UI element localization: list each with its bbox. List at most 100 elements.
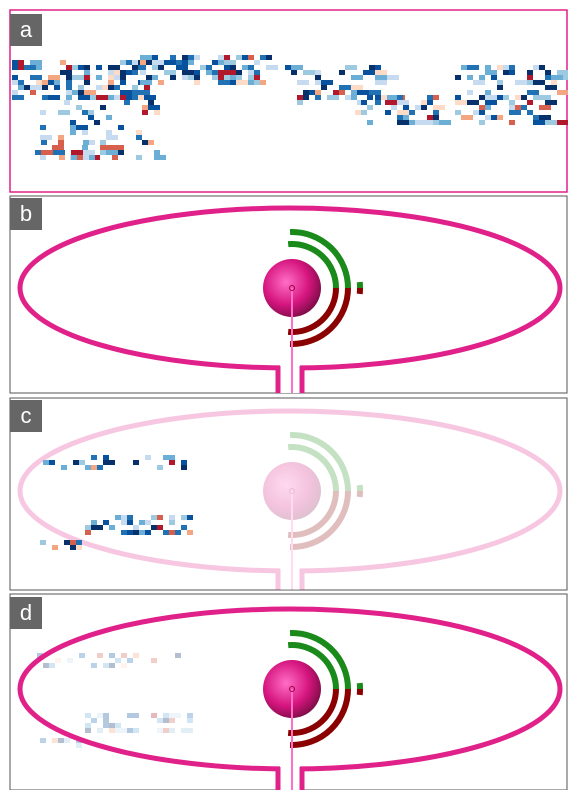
pixel: [248, 75, 254, 80]
pixel: [433, 105, 445, 110]
pixel: [485, 65, 491, 70]
pixel: [545, 100, 557, 105]
pixel: [339, 90, 345, 95]
pixel: [132, 95, 138, 100]
pixel: [66, 85, 72, 90]
pixel: [103, 723, 109, 728]
pixel: [182, 75, 188, 80]
pixel: [108, 85, 114, 90]
pixel: [387, 75, 399, 80]
pixel: [96, 85, 102, 90]
pixel: [321, 80, 327, 85]
pixel: [260, 80, 266, 85]
pixel: [503, 65, 509, 70]
pixel: [200, 65, 206, 70]
pixel: [175, 530, 181, 535]
pixel: [139, 520, 145, 525]
pixel: [97, 653, 103, 658]
pixel: [455, 75, 461, 80]
pixel: [491, 75, 497, 80]
pixel: [96, 95, 108, 100]
pixel: [106, 115, 112, 120]
pixel: [297, 95, 303, 100]
pixel: [100, 105, 106, 110]
pixel: [433, 95, 439, 100]
pixel: [91, 718, 97, 723]
pixel: [91, 455, 97, 460]
pixel: [85, 530, 91, 535]
pixel: [345, 65, 357, 70]
pixel: [40, 125, 46, 130]
pixel: [109, 525, 115, 530]
pixel: [83, 155, 89, 160]
pixel: [163, 728, 169, 733]
pixel: [303, 95, 309, 100]
pixel: [108, 70, 114, 75]
pixel: [54, 80, 60, 85]
pixel: [315, 70, 321, 75]
pixel: [132, 65, 138, 70]
pixel: [169, 520, 175, 525]
pixel: [12, 95, 24, 100]
pixel: [127, 520, 133, 525]
pixel: [455, 95, 461, 100]
pixel: [42, 80, 48, 85]
pixel: [73, 460, 79, 465]
pixel: [461, 65, 467, 70]
pixel: [52, 738, 58, 743]
pixel: [142, 110, 148, 115]
pixel: [236, 75, 242, 80]
pixel: [403, 105, 409, 110]
pixel: [133, 713, 139, 718]
pixel: [82, 145, 88, 150]
pixel: [84, 80, 90, 85]
pixel: [145, 530, 151, 535]
pixel: [154, 105, 160, 110]
pixel: [70, 130, 76, 135]
pixel: [146, 60, 152, 65]
pixel: [42, 85, 48, 90]
pixel: [397, 100, 403, 105]
pixel: [108, 95, 114, 100]
pixel: [521, 105, 527, 110]
pixel: [563, 75, 568, 80]
pixel: [18, 65, 24, 70]
pixel: [109, 460, 115, 465]
pixel: [91, 663, 97, 668]
pixel: [485, 105, 491, 110]
pixel: [127, 728, 133, 733]
pixel: [218, 80, 230, 85]
pixel: [236, 70, 242, 75]
pixel: [421, 100, 427, 105]
pixel: [71, 155, 77, 160]
pixel: [485, 100, 497, 105]
pixel: [145, 520, 151, 525]
pixel: [176, 65, 188, 70]
pixel: [397, 115, 403, 120]
pixel: [403, 100, 409, 105]
pixel: [248, 65, 254, 70]
pixel: [497, 65, 503, 70]
pixel: [188, 75, 194, 80]
pixel: [132, 70, 138, 75]
pixel: [115, 723, 121, 728]
pixel: [114, 70, 120, 75]
pixel: [351, 85, 363, 90]
pixel: [158, 65, 164, 70]
pixel: [85, 525, 91, 530]
pixel: [169, 455, 175, 460]
pixel: [254, 75, 260, 80]
pixel: [545, 75, 551, 80]
pixel: [148, 140, 154, 145]
pixel: [109, 728, 115, 733]
pixel: [66, 90, 72, 95]
pixel: [361, 110, 367, 115]
pixel: [357, 90, 369, 95]
pixel: [109, 663, 115, 668]
pixel: [115, 515, 121, 520]
stem-gap: [280, 358, 300, 398]
pixel: [121, 728, 127, 733]
pixel: [527, 110, 533, 115]
pixel: [132, 90, 144, 95]
pixel: [545, 70, 551, 75]
